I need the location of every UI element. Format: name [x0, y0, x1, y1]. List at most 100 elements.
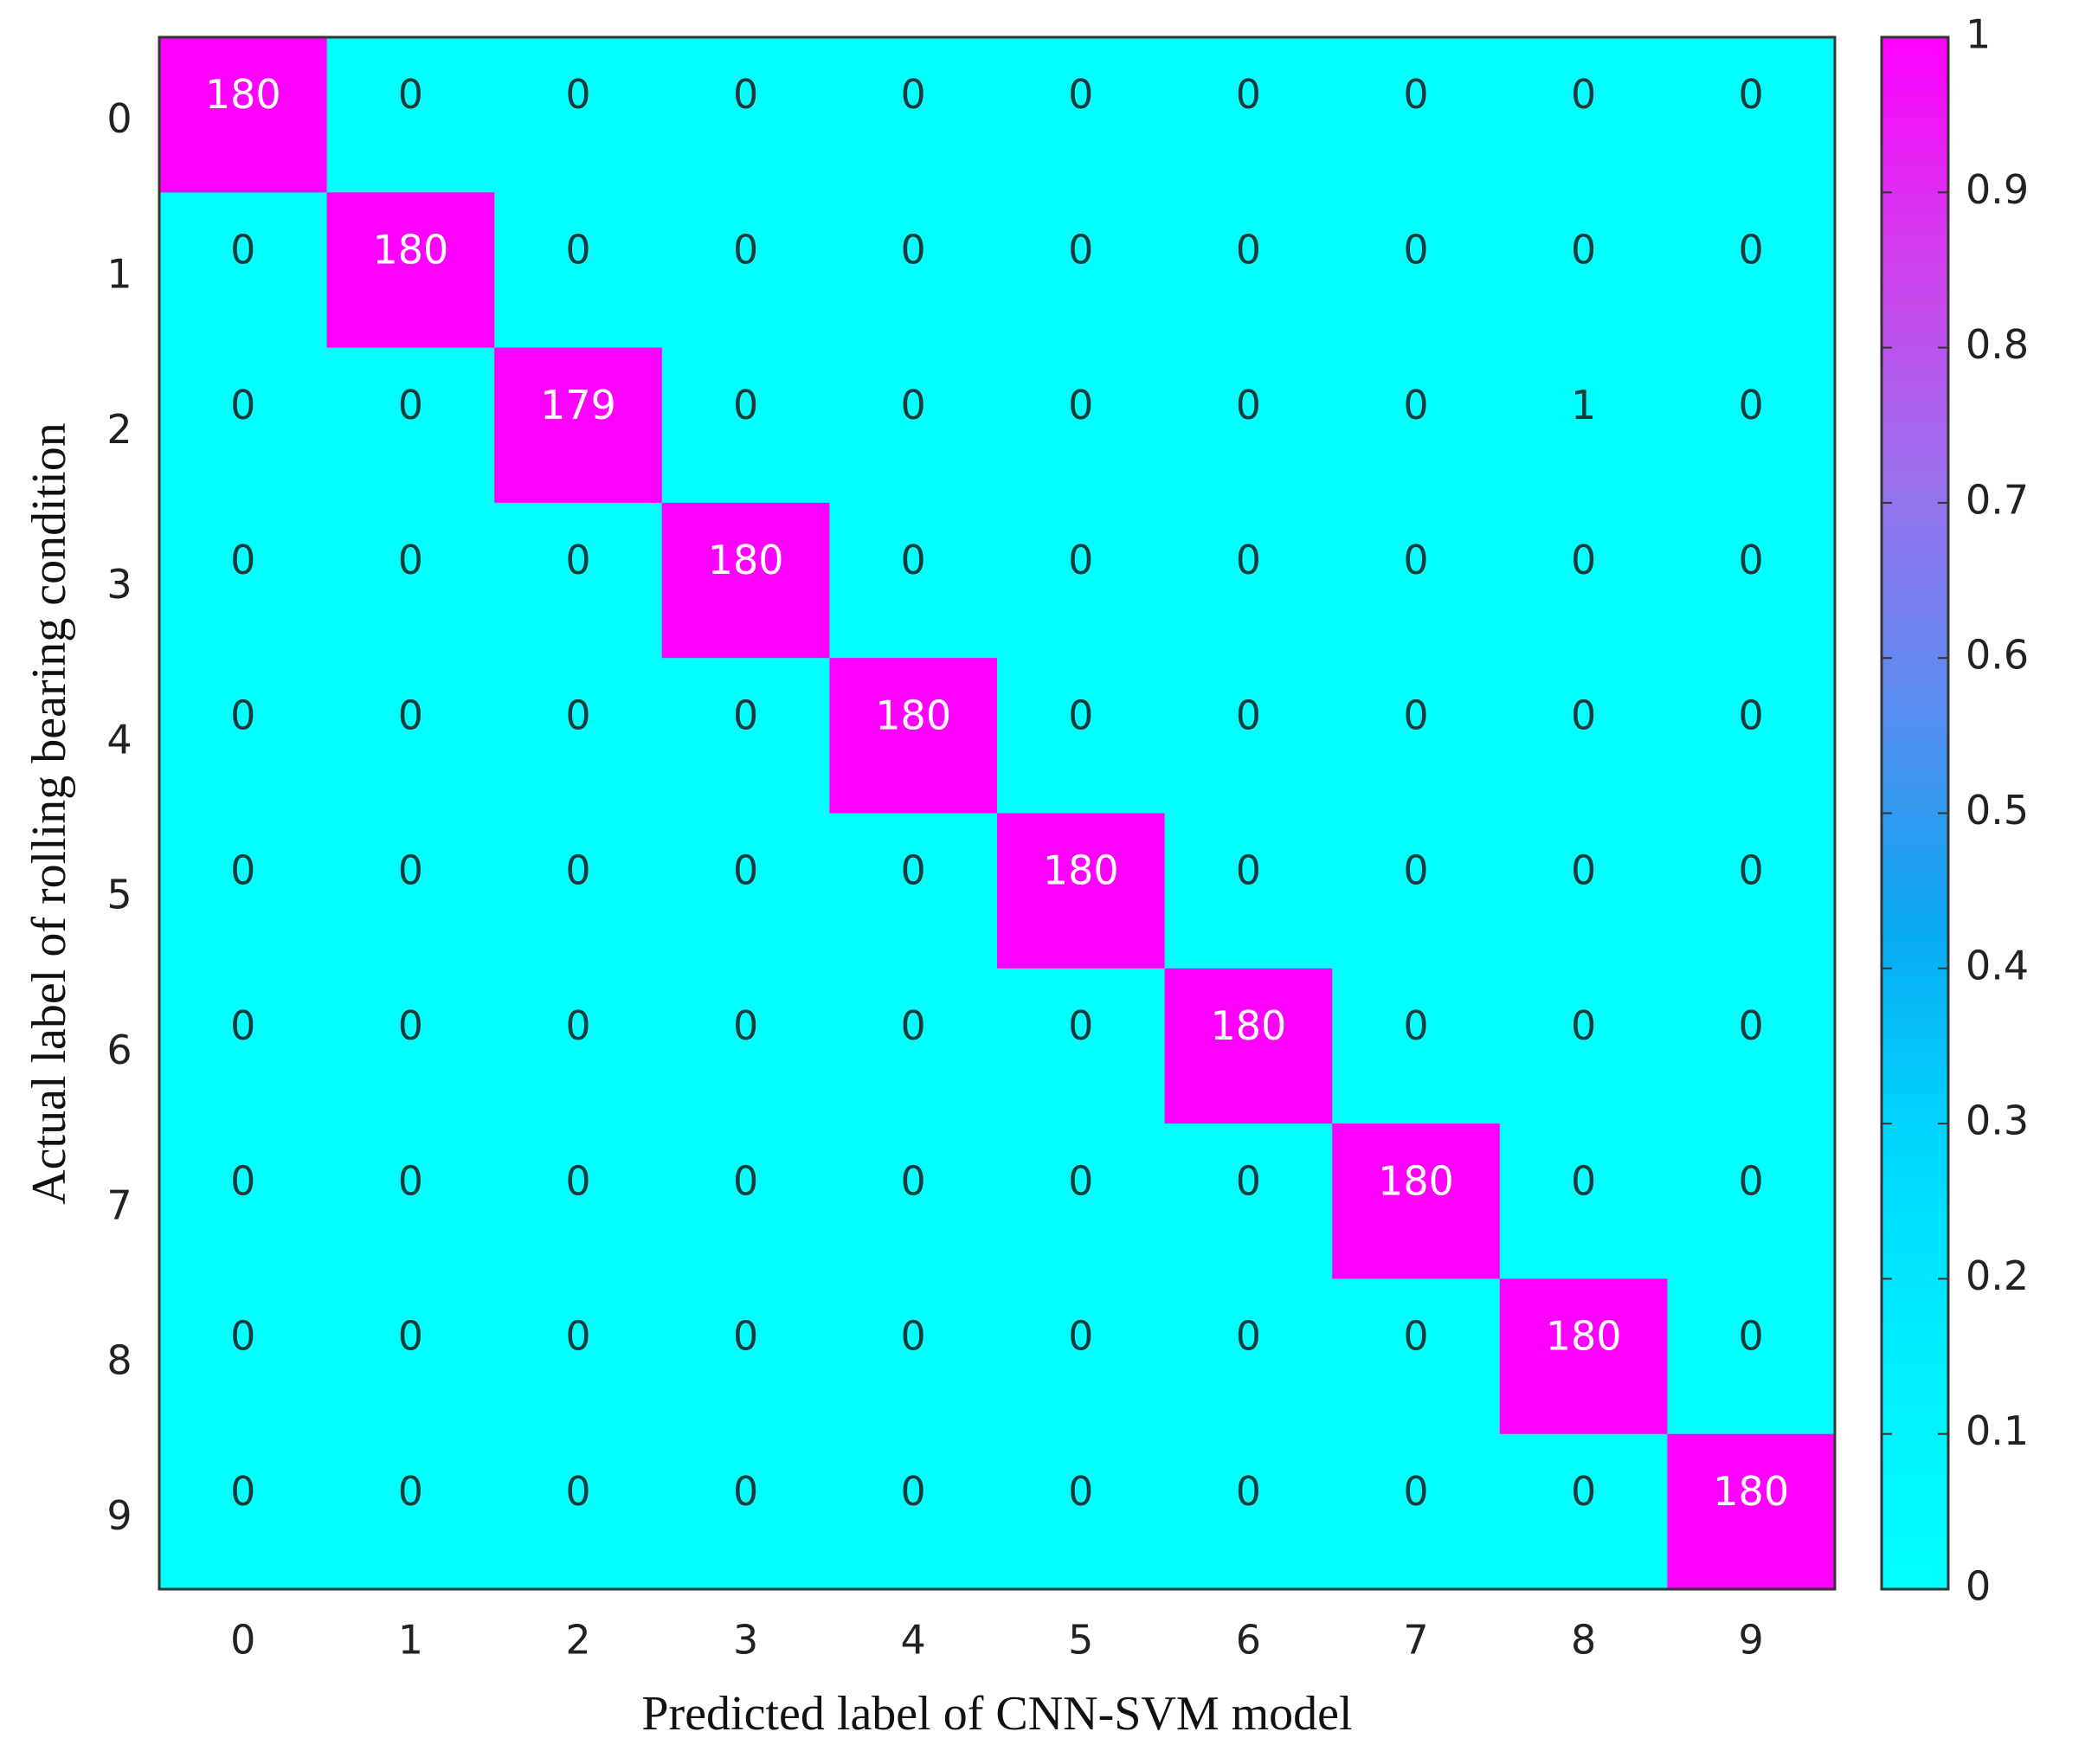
cell-label: 0: [1236, 1468, 1261, 1515]
cell-label: 0: [1739, 1157, 1764, 1204]
heatmap-cell: [159, 968, 328, 1124]
heatmap-cell: [1332, 192, 1501, 349]
cell-label: 0: [1571, 537, 1596, 583]
heatmap-cell: [326, 502, 495, 659]
cell-label: 180: [1378, 1157, 1454, 1204]
heatmap-cell: [326, 1278, 495, 1435]
cell-label: 0: [230, 382, 255, 428]
colorbar-tick-label: 0.5: [1966, 787, 2029, 834]
cell-label: 0: [1739, 1002, 1764, 1049]
cell-label: 0: [230, 1468, 255, 1515]
cell-label: 0: [1068, 1157, 1093, 1204]
heatmap-cell: [494, 813, 663, 969]
heatmap-cell: [1164, 37, 1333, 193]
y-tick-label: 6: [106, 1027, 132, 1073]
cell-label: 0: [901, 71, 926, 118]
cell-label: 179: [540, 382, 616, 428]
cell-label: 180: [205, 71, 281, 118]
cell-label: 0: [901, 847, 926, 894]
heatmap-cell: [494, 1123, 663, 1279]
heatmap-cell: [1164, 1278, 1333, 1435]
cell-label: 0: [230, 692, 255, 738]
heatmap-cell: [1164, 347, 1333, 504]
x-tick-label: 2: [565, 1617, 590, 1664]
cell-label: 0: [1403, 226, 1428, 273]
cell-label: 0: [1068, 71, 1093, 118]
heatmap-cell: [326, 37, 495, 193]
heatmap-cell: [1164, 192, 1333, 349]
heatmap-cell: [1164, 658, 1333, 814]
heatmap-cell: [997, 1278, 1166, 1435]
cell-label: 0: [230, 847, 255, 894]
heatmap-cell: [997, 1433, 1166, 1590]
cell-label: 180: [708, 537, 784, 583]
cell-label: 180: [1043, 847, 1119, 894]
x-tick-label: 0: [230, 1617, 255, 1664]
cell-label: 0: [398, 1313, 423, 1360]
heatmap-cell: [326, 968, 495, 1124]
heatmap-cell: [661, 658, 830, 814]
y-tick-label: 4: [106, 716, 132, 763]
cell-label: 0: [1403, 382, 1428, 428]
cell-label: 0: [1571, 226, 1596, 273]
heatmap-cell: [326, 813, 495, 969]
heatmap-cell: [1667, 347, 1836, 504]
heatmap-cell: [1164, 1433, 1333, 1590]
cell-label: 0: [565, 537, 590, 583]
heatmap-cell: [1499, 502, 1668, 659]
cell-label: 0: [1068, 537, 1093, 583]
cell-label: 0: [1571, 1157, 1596, 1204]
cell-label: 0: [1739, 847, 1764, 894]
heatmap-cell: [997, 192, 1166, 349]
heatmap-cell: [661, 813, 830, 969]
cell-label: 0: [1403, 692, 1428, 738]
x-tick-label: 5: [1068, 1617, 1093, 1664]
heatmap-cell: [494, 37, 663, 193]
colorbar-tick-label: 0.3: [1966, 1098, 2029, 1144]
colorbar-tick-label: 0.6: [1966, 632, 2029, 679]
cell-label: 180: [875, 692, 951, 738]
cell-label: 0: [565, 71, 590, 118]
cell-label: 0: [1739, 1313, 1764, 1360]
cell-label: 0: [1403, 1002, 1428, 1049]
cell-label: 0: [1571, 1468, 1596, 1515]
y-tick-label: 9: [106, 1492, 132, 1539]
cell-label: 0: [230, 1157, 255, 1204]
heatmap-cell: [159, 1278, 328, 1435]
heatmap-cell: [1499, 813, 1668, 969]
y-tick-label: 1: [106, 250, 132, 297]
heatmap-cell: [1667, 658, 1836, 814]
heatmap-cell: [1164, 968, 1333, 1124]
heatmap-cell: [1332, 37, 1501, 193]
cell-label: 180: [1546, 1313, 1622, 1360]
heatmap-cell: [997, 502, 1166, 659]
cell-label: 0: [733, 1468, 758, 1515]
cell-label: 0: [901, 1002, 926, 1049]
x-tick-label: 9: [1739, 1617, 1764, 1664]
cell-label: 0: [398, 382, 423, 428]
heatmap-cell: [1332, 1433, 1501, 1590]
heatmap-cell: [829, 1433, 998, 1590]
cell-label: 0: [1236, 692, 1261, 738]
cell-label: 0: [565, 1002, 590, 1049]
cell-label: 0: [565, 1468, 590, 1515]
heatmap-cell: [1332, 347, 1501, 504]
cell-label: 0: [1739, 382, 1764, 428]
heatmap-cell: [1499, 1278, 1668, 1435]
colorbar-tick-label: 1: [1966, 11, 1991, 58]
cell-label: 0: [1068, 1313, 1093, 1360]
x-tick-label: 3: [733, 1617, 758, 1664]
heatmap-cell: [326, 658, 495, 814]
cell-label: 0: [901, 1468, 926, 1515]
heatmap-cell: [1667, 192, 1836, 349]
cell-label: 0: [565, 847, 590, 894]
colorbar-tick-label: 0.2: [1966, 1252, 2029, 1299]
heatmap-cell: [829, 37, 998, 193]
colorbar-tick-label: 0.7: [1966, 476, 2029, 523]
heatmap-cell: [997, 968, 1166, 1124]
y-tick-label: 2: [106, 406, 132, 453]
heatmap-cell: [159, 37, 328, 193]
heatmap-cell: [1667, 968, 1836, 1124]
